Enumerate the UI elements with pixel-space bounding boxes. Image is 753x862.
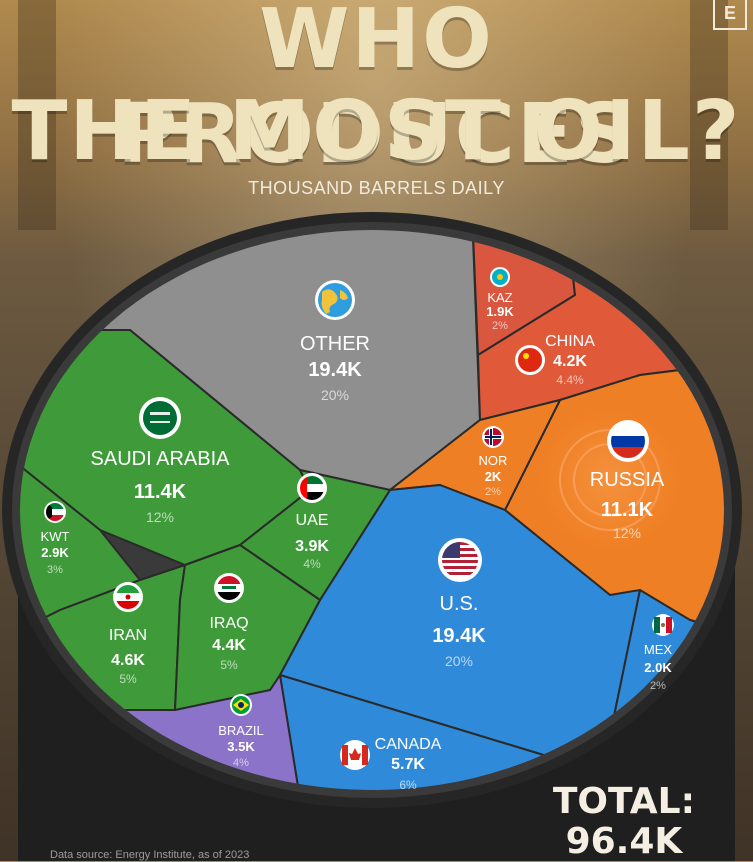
brand-logo: E [713,0,747,30]
label-kaz-value: 1.9K [486,304,514,319]
label-nor-value: 2K [485,469,502,484]
label-china-name: CHINA [545,333,595,350]
label-russia-name: RUSSIA [590,469,665,491]
label-canada-value: 5.7K [391,756,425,773]
total-value: 96.4K [565,821,683,862]
page-title-line2: THE MOST OIL? [11,84,742,179]
label-iraq-name: IRAQ [209,615,248,632]
label-mex-value: 2.0K [644,660,672,675]
label-canada-name: CANADA [375,736,442,753]
label-saudi-value: 11.4K [134,481,187,503]
label-other-name: OTHER [300,333,370,355]
page-subtitle: THOUSAND BARRELS DAILY [248,178,505,198]
label-iraq-pct: 5% [220,658,238,672]
label-saudi-name: SAUDI ARABIA [91,448,231,470]
saudi-flag-icon [139,397,181,439]
label-uae-name: UAE [296,512,329,529]
uae-flag-icon [297,473,327,503]
iraq-flag-icon [214,573,244,603]
background-pillar [18,0,56,230]
label-kwt-pct: 3% [47,564,63,576]
label-iran-pct: 5% [119,672,137,686]
kuwait-flag-icon [44,501,66,523]
label-us-pct: 20% [445,653,473,669]
label-brazil-value: 3.5K [227,739,255,754]
label-canada-pct: 6% [399,778,417,792]
mexico-flag-icon [652,614,674,636]
china-flag-icon [515,345,545,375]
label-russia-pct: 12% [613,525,641,541]
label-kwt-value: 2.9K [41,545,69,560]
segment-iraq [174,544,321,711]
label-china-pct: 4.4% [556,373,584,387]
label-saudi-pct: 12% [146,509,174,525]
segment-canada [279,674,606,790]
iran-flag-icon [113,582,143,612]
page-title-line1: WHO PRODUCES [117,0,636,182]
russia-flag-icon [607,420,649,462]
label-us-value: 19.4K [432,625,486,647]
label-china-value: 4.2K [553,353,587,370]
total-label: TOTAL: 96.4K [553,782,695,862]
label-other-pct: 20% [321,387,349,403]
label-us-name: U.S. [440,593,479,615]
brazil-flag-icon [230,694,252,716]
label-uae-value: 3.9K [295,538,329,555]
label-iran-value: 4.6K [111,652,145,669]
label-nor-pct: 2% [485,486,501,498]
label-kaz-pct: 2% [492,320,508,332]
label-uae-pct: 4% [303,557,321,571]
label-other-value: 19.4K [308,359,362,381]
canada-flag-icon [340,740,370,770]
label-kwt-name: KWT [41,529,70,544]
label-mex-pct: 2% [650,680,666,692]
label-nor-name: NOR [479,453,508,468]
label-russia-value: 11.1K [601,499,654,521]
kazakhstan-flag-icon [490,267,510,287]
label-mex-name: MEX [644,642,673,657]
norway-flag-icon [482,426,504,448]
background-pillar [690,0,728,230]
usa-flag-icon [438,538,482,582]
total-title: TOTAL: [552,781,695,822]
label-brazil-name: BRAZIL [218,723,264,738]
data-source-note: Data source: Energy Institute, as of 202… [50,849,250,861]
globe-icon [315,280,355,320]
label-iraq-value: 4.4K [212,637,246,654]
label-brazil-pct: 4% [233,757,249,769]
label-kaz-name: KAZ [487,290,512,305]
label-iran-name: IRAN [109,627,147,644]
